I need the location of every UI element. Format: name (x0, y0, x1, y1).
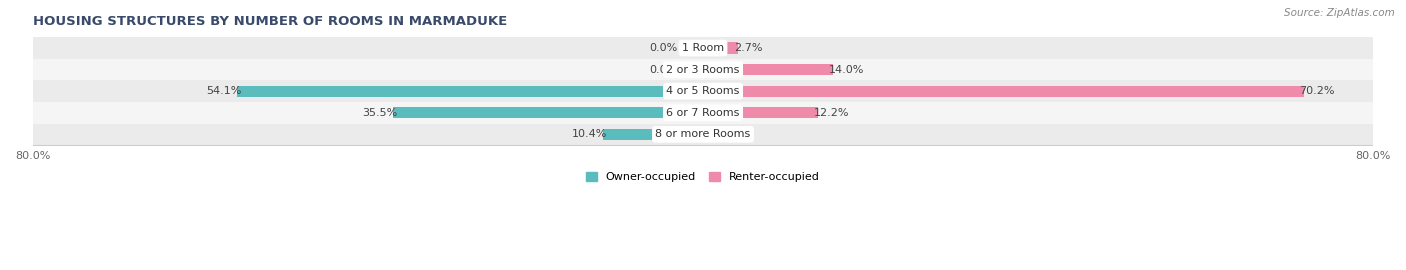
Bar (806, 107, 818, 118)
Bar (820, 64, 832, 75)
Bar (32, 102, 1374, 124)
Bar (32, 80, 1374, 102)
Bar (703, 86, 1291, 97)
Bar (603, 129, 616, 140)
Text: 1 Room: 1 Room (682, 43, 724, 53)
Bar (725, 42, 738, 54)
Text: 70.2%: 70.2% (1299, 86, 1336, 96)
Bar (703, 107, 806, 118)
Bar (710, 129, 723, 140)
Bar (405, 107, 703, 118)
Text: 12.2%: 12.2% (814, 108, 849, 118)
Text: 2 or 3 Rooms: 2 or 3 Rooms (666, 65, 740, 75)
Bar (703, 129, 710, 140)
Text: 0.0%: 0.0% (650, 43, 678, 53)
Text: 8 or more Rooms: 8 or more Rooms (655, 129, 751, 139)
Bar (616, 129, 703, 140)
Bar (238, 86, 250, 97)
Legend: Owner-occupied, Renter-occupied: Owner-occupied, Renter-occupied (581, 168, 825, 187)
Bar (1291, 86, 1303, 97)
Text: Source: ZipAtlas.com: Source: ZipAtlas.com (1284, 8, 1395, 18)
Text: 4 or 5 Rooms: 4 or 5 Rooms (666, 86, 740, 96)
Text: 0.9%: 0.9% (718, 129, 748, 139)
Bar (703, 42, 725, 54)
Text: 54.1%: 54.1% (205, 86, 242, 96)
Text: HOUSING STRUCTURES BY NUMBER OF ROOMS IN MARMADUKE: HOUSING STRUCTURES BY NUMBER OF ROOMS IN… (32, 15, 508, 28)
Text: 6 or 7 Rooms: 6 or 7 Rooms (666, 108, 740, 118)
Text: 2.7%: 2.7% (734, 43, 762, 53)
Text: 35.5%: 35.5% (361, 108, 396, 118)
Bar (703, 64, 820, 75)
Bar (32, 124, 1374, 145)
Bar (250, 86, 703, 97)
Text: 10.4%: 10.4% (572, 129, 607, 139)
Bar (32, 59, 1374, 80)
Bar (32, 37, 1374, 59)
Bar (394, 107, 405, 118)
Text: 0.0%: 0.0% (650, 65, 678, 75)
Text: 14.0%: 14.0% (828, 65, 865, 75)
